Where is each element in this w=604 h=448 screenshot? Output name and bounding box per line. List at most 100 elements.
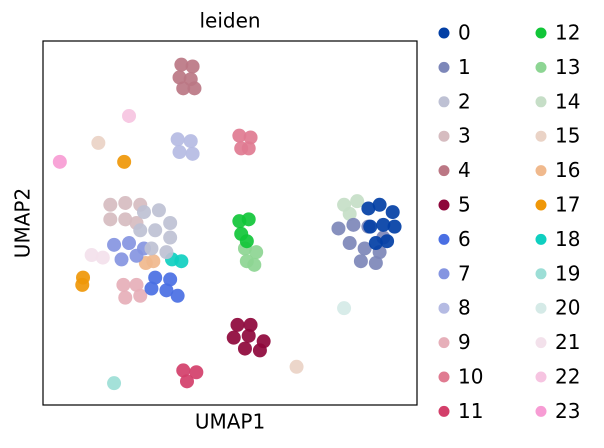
point [350, 194, 365, 209]
point [252, 343, 267, 358]
point [129, 248, 144, 263]
point [129, 277, 144, 292]
point [118, 195, 133, 210]
legend-marker [438, 233, 450, 245]
legend-marker [438, 130, 450, 142]
point [247, 257, 262, 272]
point [133, 223, 148, 238]
point [116, 277, 131, 292]
point [385, 205, 400, 220]
point [185, 59, 200, 74]
point [122, 108, 137, 123]
legend-marker [535, 233, 547, 245]
point [249, 245, 264, 260]
point [368, 236, 383, 251]
point [179, 374, 194, 389]
point [159, 245, 174, 260]
point [170, 288, 185, 303]
point [172, 70, 187, 85]
point [75, 277, 90, 292]
point [84, 248, 99, 263]
point [372, 197, 387, 212]
point [159, 283, 174, 298]
legend-marker [535, 405, 547, 417]
point [144, 241, 159, 256]
point [342, 236, 357, 251]
point [232, 128, 247, 143]
point [237, 341, 252, 356]
point [163, 272, 178, 287]
point [136, 205, 151, 220]
legend-marker [535, 337, 547, 349]
point [174, 57, 189, 72]
point [174, 254, 189, 269]
legend-marker [535, 199, 547, 211]
point [363, 219, 378, 234]
point [357, 241, 372, 256]
point [117, 154, 132, 169]
point [342, 206, 357, 221]
point [241, 141, 256, 156]
legend-label: 10 [458, 365, 483, 389]
point [146, 254, 161, 269]
point [187, 81, 202, 96]
legend-label: 1 [458, 55, 471, 79]
legend-label: 21 [555, 330, 580, 354]
legend-label: 0 [458, 21, 471, 45]
point [183, 134, 198, 149]
point [107, 376, 122, 391]
legend-label: 20 [555, 296, 580, 320]
point [376, 217, 391, 232]
legend-marker [535, 268, 547, 280]
legend-label: 17 [555, 193, 580, 217]
legend-marker [535, 96, 547, 108]
point [107, 237, 122, 252]
point [148, 270, 163, 285]
point [172, 145, 187, 160]
legend-label: 11 [458, 399, 483, 423]
point [118, 212, 133, 227]
point [230, 317, 245, 332]
legend-label: 8 [458, 296, 471, 320]
legend-label: 7 [458, 261, 471, 285]
point [176, 363, 191, 378]
point [118, 290, 133, 305]
point [241, 328, 256, 343]
legend-marker [438, 96, 450, 108]
point [361, 201, 376, 216]
point [368, 256, 383, 271]
y-axis-label: UMAP2 [11, 188, 35, 258]
legend-marker [535, 165, 547, 177]
legend-marker [438, 61, 450, 73]
point [122, 236, 137, 251]
point [337, 301, 352, 316]
point [52, 154, 67, 169]
point [353, 254, 368, 269]
legend-label: 22 [555, 365, 580, 389]
point [243, 130, 258, 145]
legend-label: 12 [555, 21, 580, 45]
legend-label: 19 [555, 261, 580, 285]
point [163, 216, 178, 230]
legend-label: 9 [458, 330, 471, 354]
point [163, 230, 178, 245]
point [170, 132, 185, 147]
legend-label: 6 [458, 227, 471, 251]
point [289, 359, 304, 374]
chart-title: leiden [199, 9, 260, 33]
legend-label: 3 [458, 124, 471, 148]
point [133, 288, 148, 303]
legend-label: 4 [458, 158, 471, 182]
legend-label: 5 [458, 193, 471, 217]
point [144, 281, 159, 296]
legend-label: 23 [555, 399, 580, 423]
legend-marker [535, 27, 547, 39]
point [185, 146, 200, 161]
point [189, 365, 204, 380]
point [239, 234, 254, 249]
point [387, 219, 402, 234]
legend-label: 18 [555, 227, 580, 251]
